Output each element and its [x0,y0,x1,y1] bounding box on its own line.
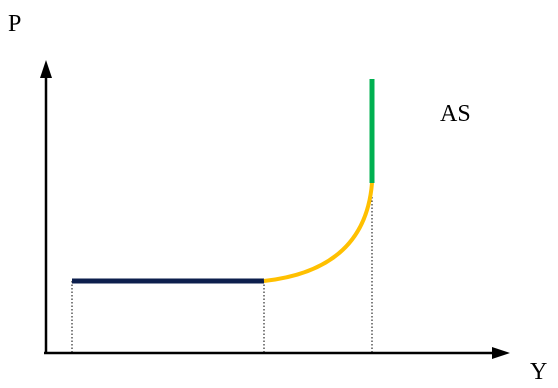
y-axis-arrowhead [40,60,52,78]
curve-label-as: AS [440,101,471,127]
x-axis-arrowhead [492,347,510,359]
as-curved-segment [263,182,374,283]
y-axis-label: P [8,11,22,37]
x-axis-label: Y [530,359,548,385]
